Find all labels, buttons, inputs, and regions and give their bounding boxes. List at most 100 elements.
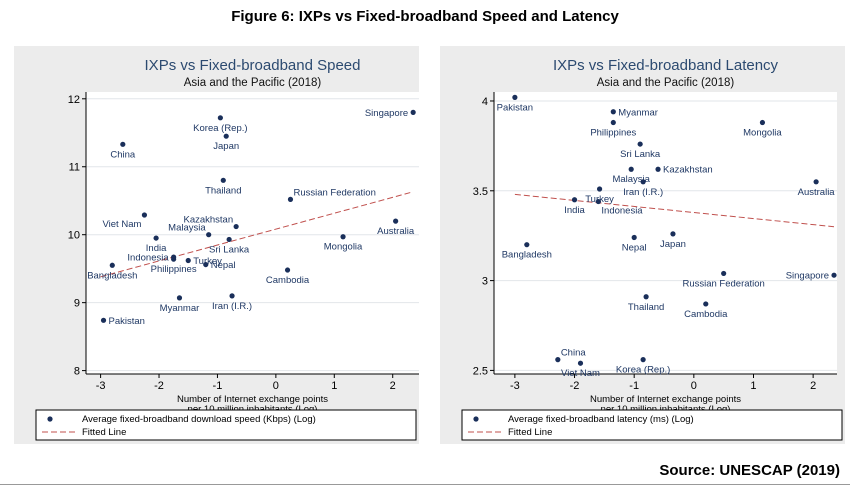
x-tick-label: 0 xyxy=(273,380,279,392)
data-point xyxy=(595,198,601,205)
data-point xyxy=(631,234,637,241)
x-tick-label: 1 xyxy=(331,380,337,392)
latency-chart-panel: IXPs vs Fixed-broadband Latency Asia and … xyxy=(440,46,845,444)
data-label: Viet Nam xyxy=(561,368,600,379)
data-label: Russian Federation xyxy=(293,187,375,198)
data-point xyxy=(831,272,837,278)
data-point xyxy=(577,360,584,366)
legend-item-points: Average fixed-broadband download speed (… xyxy=(82,414,316,425)
data-point xyxy=(628,166,634,172)
data-label: Malaysia xyxy=(168,223,206,234)
y-tick-label: 8 xyxy=(74,366,80,378)
data-point xyxy=(203,261,209,268)
source-note: Source: UNESCAP (2019) xyxy=(659,462,840,479)
data-label: Philippines xyxy=(151,264,197,275)
data-label: Mongolia xyxy=(743,128,782,139)
data-point xyxy=(640,179,646,185)
plot-area xyxy=(86,92,419,374)
data-point xyxy=(287,196,294,202)
data-label: Japan xyxy=(660,239,686,250)
data-label: Pakistan xyxy=(497,102,533,113)
data-point xyxy=(109,262,115,268)
data-point xyxy=(512,94,518,100)
figure-title: Figure 6: IXPs vs Fixed-broadband Speed … xyxy=(231,8,619,25)
x-tick-label: -2 xyxy=(154,380,164,392)
data-point xyxy=(655,166,661,172)
data-label: Indonesia xyxy=(601,206,643,217)
x-tick-label: 2 xyxy=(390,380,396,392)
data-point xyxy=(670,231,676,237)
data-point xyxy=(171,256,177,262)
legend-box xyxy=(35,409,417,441)
data-label: Cambodia xyxy=(684,309,728,320)
bottom-divider xyxy=(0,484,850,485)
data-label: Australia xyxy=(377,226,415,237)
data-label: Turkey xyxy=(193,256,222,267)
data-label: Thailand xyxy=(205,185,241,196)
data-label: China xyxy=(110,149,136,160)
data-point xyxy=(610,109,616,115)
data-label: Australia xyxy=(798,187,836,198)
y-tick-label: 9 xyxy=(74,298,80,310)
x-tick-label: -1 xyxy=(629,380,639,392)
data-label: Myanmar xyxy=(618,107,658,118)
data-point xyxy=(229,293,235,299)
data-label: India xyxy=(564,205,585,216)
y-tick-label: 10 xyxy=(68,230,80,242)
legend-marker xyxy=(473,416,479,422)
data-label: Pakistan xyxy=(109,316,145,327)
data-point xyxy=(721,270,727,277)
data-label: China xyxy=(561,348,587,359)
data-point xyxy=(100,317,107,323)
data-label: Russian Federation xyxy=(682,278,764,289)
data-point xyxy=(640,357,646,363)
data-point xyxy=(185,257,191,264)
y-tick-label: 3 xyxy=(482,276,488,288)
legend-item-fit: Fitted Line xyxy=(82,427,126,438)
data-label: Mongolia xyxy=(324,242,363,253)
legend-box xyxy=(461,409,843,441)
data-point xyxy=(233,223,239,230)
x-tick-label: -2 xyxy=(570,380,580,392)
speed-chart-panel: IXPs vs Fixed-broadband Speed Asia and th… xyxy=(14,46,419,444)
data-point xyxy=(217,115,223,121)
y-tick-label: 3.5 xyxy=(473,186,488,198)
data-point xyxy=(759,119,766,126)
data-point xyxy=(223,133,229,139)
x-tick-label: 2 xyxy=(810,380,816,392)
chart-title: IXPs vs Fixed-broadband Latency xyxy=(553,57,779,74)
chart-title: IXPs vs Fixed-broadband Speed xyxy=(145,57,361,74)
chart-subtitle: Asia and the Pacific (2018) xyxy=(597,77,735,89)
data-point xyxy=(643,294,649,300)
data-label: Iran (I.R.) xyxy=(212,301,252,312)
x-axis-label: Number of Internet exchange points xyxy=(177,394,328,405)
x-tick-label: -3 xyxy=(96,380,106,392)
latency-chart: IXPs vs Fixed-broadband Latency Asia and … xyxy=(461,57,843,441)
data-point xyxy=(610,119,616,126)
data-label: Kazakhstan xyxy=(663,165,713,176)
data-label: Bangladesh xyxy=(87,270,137,281)
data-point xyxy=(284,267,291,273)
x-tick-label: -1 xyxy=(213,380,223,392)
data-point xyxy=(226,236,232,243)
data-label: Philippines xyxy=(590,128,636,139)
speed-chart: IXPs vs Fixed-broadband Speed Asia and th… xyxy=(35,57,419,441)
data-label: Indonesia xyxy=(127,253,169,264)
legend-item-points: Average fixed-broadband latency (ms) (Lo… xyxy=(508,414,694,425)
data-label: Bangladesh xyxy=(502,250,552,261)
y-tick-label: 12 xyxy=(68,94,80,106)
data-label: Singapore xyxy=(786,271,829,282)
data-label: Cambodia xyxy=(266,275,310,286)
data-label: Sri Lanka xyxy=(209,244,250,255)
data-point xyxy=(637,141,643,147)
y-tick-label: 4 xyxy=(482,96,488,108)
data-point xyxy=(555,357,561,363)
data-label: Singapore xyxy=(365,108,408,119)
data-label: Malaysia xyxy=(612,174,650,185)
x-tick-label: 0 xyxy=(691,380,697,392)
data-point xyxy=(410,109,416,115)
data-point xyxy=(813,179,819,185)
data-point xyxy=(176,295,183,301)
data-point xyxy=(220,177,226,183)
x-tick-label: 1 xyxy=(750,380,756,392)
